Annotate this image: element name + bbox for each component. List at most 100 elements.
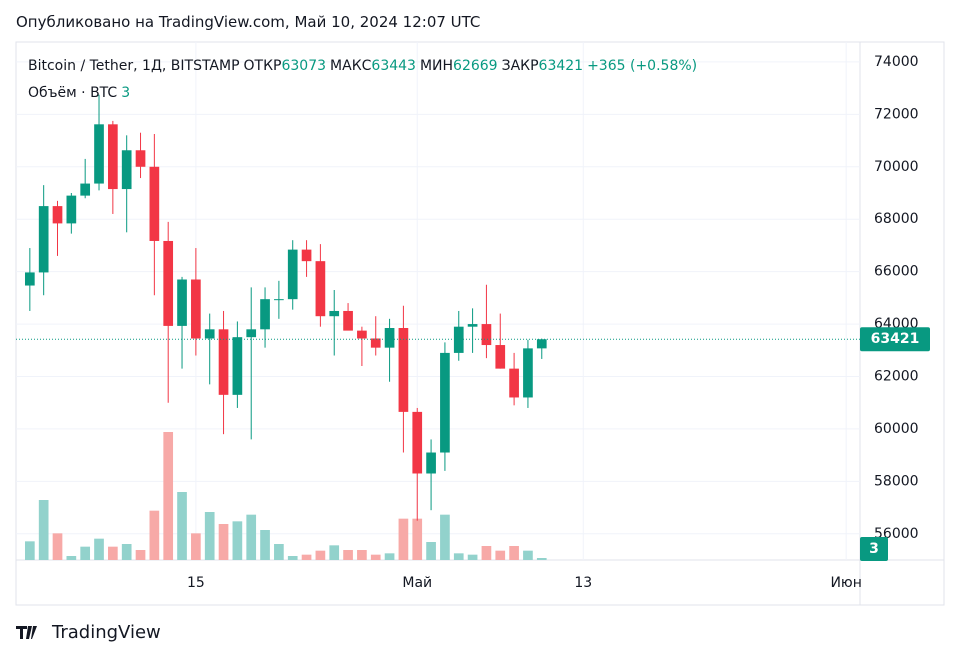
y-tick-label: 70000 bbox=[874, 159, 919, 175]
volume-bar bbox=[66, 556, 77, 560]
ohlc-value: 63443 bbox=[371, 58, 416, 74]
candle-body bbox=[24, 272, 35, 286]
candle-body bbox=[412, 411, 423, 474]
volume-bar bbox=[343, 550, 353, 560]
chart-frame bbox=[15, 41, 945, 606]
candle-body bbox=[274, 299, 284, 301]
candle-body bbox=[343, 310, 353, 331]
y-tick-label: 60000 bbox=[874, 421, 919, 437]
candle-body bbox=[260, 299, 270, 330]
x-tick-label: 15 bbox=[187, 575, 205, 591]
volume-bar bbox=[246, 514, 257, 560]
candle-body bbox=[384, 328, 395, 348]
y-tick-label: 58000 bbox=[874, 473, 919, 489]
volume-bar bbox=[287, 556, 298, 560]
ohlc-value: 63073 bbox=[281, 58, 327, 74]
last-price-label: 63421 bbox=[871, 331, 920, 347]
volume-bar bbox=[412, 518, 423, 560]
volume-bar bbox=[301, 554, 312, 560]
volume-badge bbox=[860, 537, 888, 561]
candle-body bbox=[467, 324, 478, 327]
volume-bar bbox=[24, 541, 35, 560]
candle-body bbox=[38, 206, 49, 273]
volume-bar bbox=[481, 546, 492, 560]
x-tick-label: Июн bbox=[830, 575, 861, 591]
legend-row: Bitcoin / Tether, 1Д, BITSTAMP ОТКР63073 М… bbox=[28, 58, 701, 74]
candle-body bbox=[426, 452, 436, 474]
volume-title: Объём · BTC bbox=[28, 85, 118, 101]
volume-bar bbox=[426, 542, 436, 560]
volume-bar bbox=[163, 432, 174, 560]
volume-bar bbox=[384, 553, 395, 560]
volume-bar bbox=[121, 544, 132, 560]
candle-body bbox=[191, 279, 201, 339]
volume-bar bbox=[467, 554, 478, 560]
volume-bar bbox=[38, 500, 49, 560]
candle-body bbox=[481, 324, 492, 346]
volume-bar bbox=[108, 546, 118, 560]
volume-bar bbox=[260, 530, 270, 560]
last-price-badge bbox=[860, 327, 930, 352]
volume-bar bbox=[204, 512, 215, 560]
published-note: Опубликовано на TradingView.com, Май 10,… bbox=[16, 13, 481, 31]
candle-body bbox=[315, 261, 326, 317]
volume-bar bbox=[232, 521, 243, 560]
ohlc-label: МАКС bbox=[330, 58, 372, 74]
volume-bar bbox=[453, 553, 464, 560]
volume-bar bbox=[191, 533, 201, 560]
candle-body bbox=[357, 330, 367, 339]
volume-value: 3 bbox=[121, 85, 131, 101]
candle-body bbox=[135, 150, 146, 167]
candle-body bbox=[370, 338, 381, 348]
ohlc-label: МИН bbox=[419, 58, 454, 74]
change-label: +365 (+0.58%) bbox=[587, 58, 698, 74]
volume-legend: Объём · BTC 3 bbox=[28, 85, 134, 101]
candle-body bbox=[523, 348, 533, 398]
candle-body bbox=[66, 195, 77, 224]
volume-bar bbox=[177, 492, 187, 560]
ohlc-label: ОТКР bbox=[243, 58, 282, 74]
x-tick-label: Май bbox=[402, 575, 432, 591]
volume-bar bbox=[523, 550, 533, 560]
candle-body bbox=[495, 345, 506, 369]
candle-body bbox=[246, 329, 257, 338]
candle-body bbox=[149, 166, 160, 241]
candle-body bbox=[440, 352, 450, 453]
legend-title: Bitcoin / Tether, 1Д, BITSTAMP bbox=[28, 58, 240, 74]
candle-body bbox=[94, 124, 104, 184]
candle-body bbox=[329, 310, 340, 317]
volume-bar bbox=[274, 544, 284, 560]
volume-bar bbox=[440, 514, 450, 560]
candle-body bbox=[121, 150, 132, 190]
candle-body bbox=[232, 337, 243, 395]
ohlc-value: 62669 bbox=[453, 58, 498, 74]
candle-body bbox=[177, 279, 187, 326]
candle-body bbox=[80, 183, 91, 196]
grid bbox=[16, 42, 860, 560]
candle-body bbox=[453, 326, 464, 353]
ohlc-label: ЗАКР bbox=[501, 58, 539, 74]
candle-body bbox=[301, 249, 312, 262]
volume-bar bbox=[135, 550, 146, 560]
volume-bar bbox=[398, 518, 409, 560]
volume-bar bbox=[218, 524, 229, 560]
candle-body bbox=[108, 124, 118, 190]
ohlc-value: 63421 bbox=[538, 58, 584, 74]
volume-badge-label: 3 bbox=[869, 541, 879, 557]
y-tick-label: 68000 bbox=[874, 211, 919, 227]
candle-body bbox=[287, 249, 298, 300]
brand-name: TradingView bbox=[51, 622, 161, 643]
volume-bar bbox=[536, 558, 547, 560]
volume-bar bbox=[509, 546, 519, 560]
candle-body bbox=[163, 240, 174, 326]
y-tick-label: 74000 bbox=[874, 54, 919, 70]
volume-bar bbox=[370, 554, 381, 560]
candle-body bbox=[218, 329, 229, 395]
volume-bar bbox=[80, 546, 91, 560]
candle-body bbox=[398, 328, 409, 412]
volume-bar bbox=[52, 533, 63, 560]
volume-bar bbox=[495, 550, 506, 560]
y-tick-label: 72000 bbox=[874, 106, 919, 122]
